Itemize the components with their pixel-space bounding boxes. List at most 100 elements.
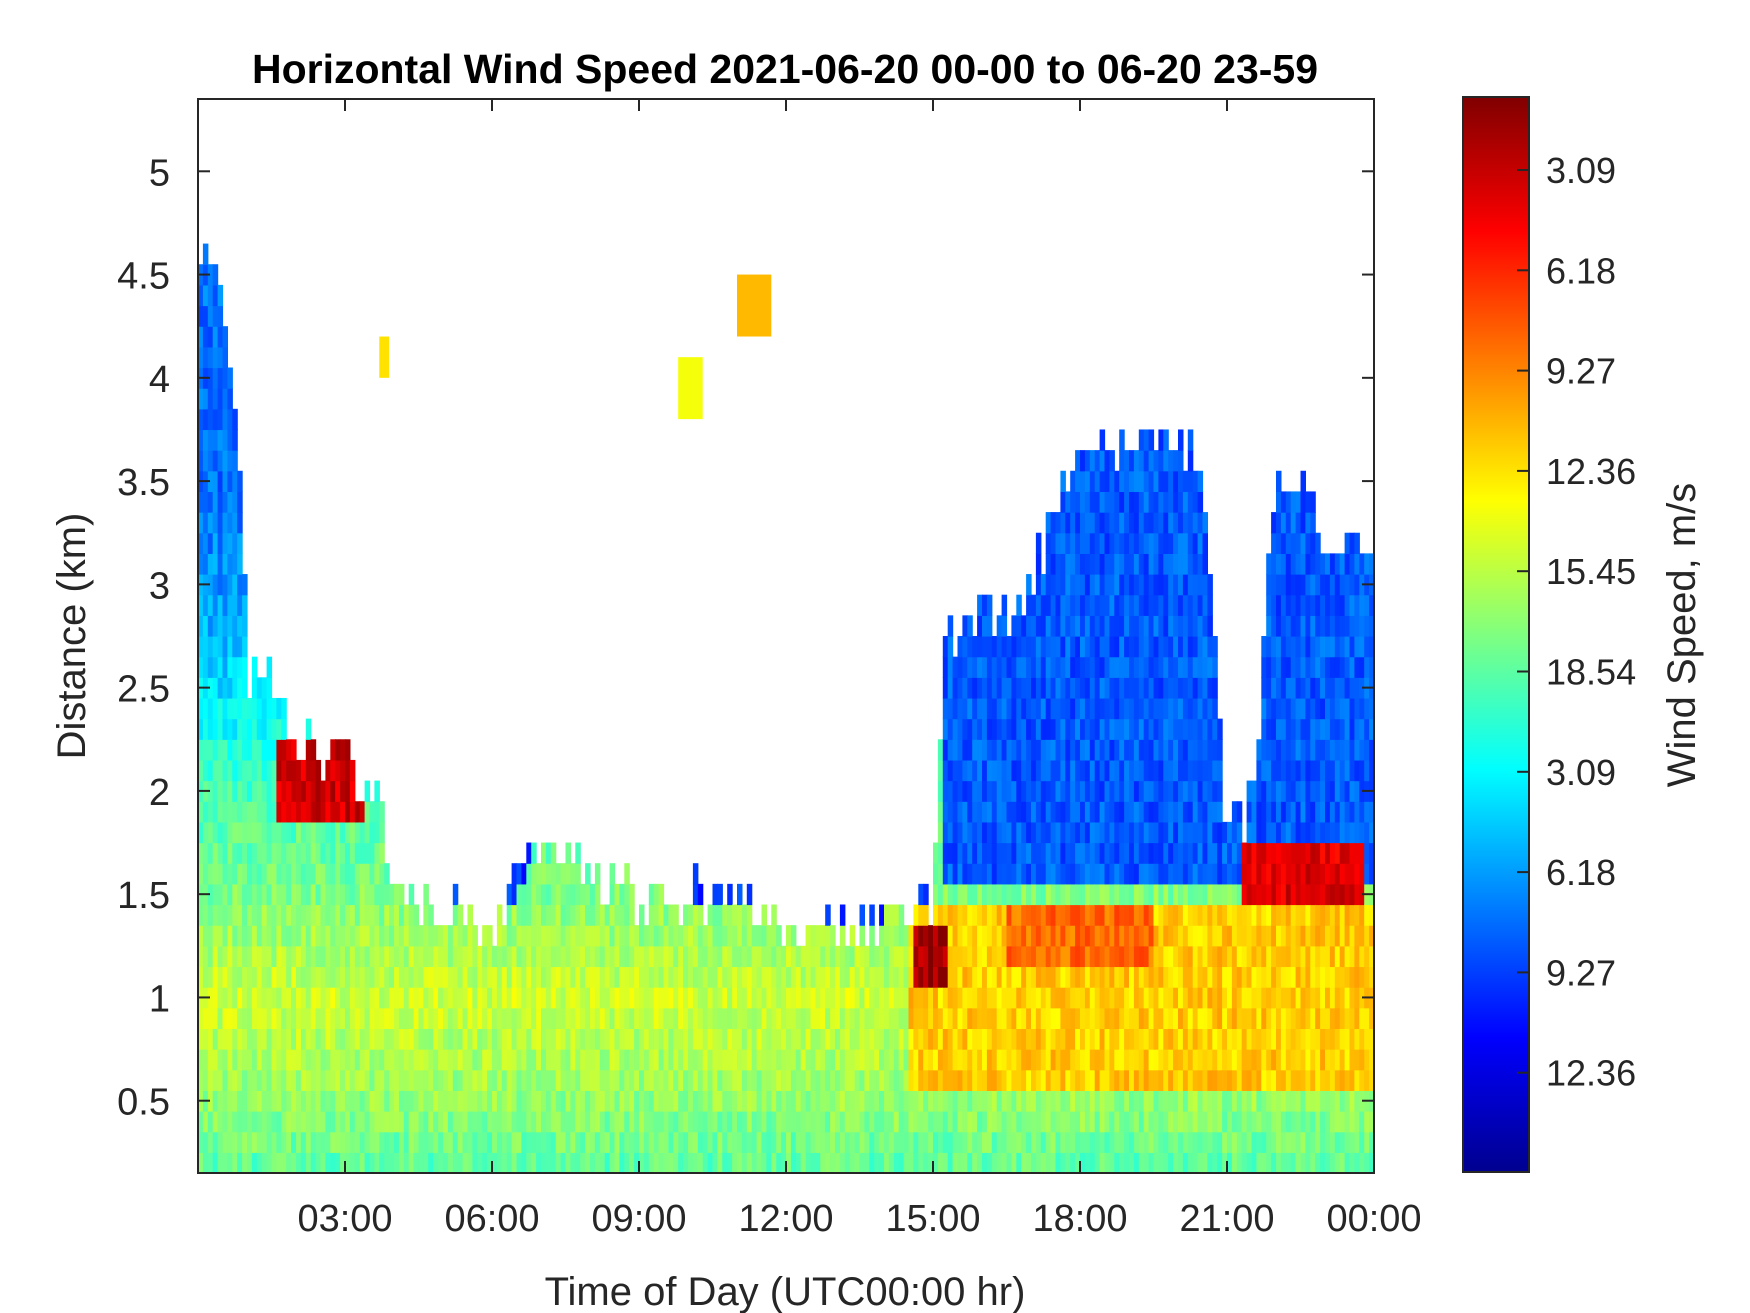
heatmap-cell	[1070, 1049, 1076, 1071]
heatmap-cell	[496, 1152, 503, 1174]
heatmap-cell	[354, 1049, 361, 1071]
heatmap-cell	[1217, 1111, 1223, 1133]
heatmap-cell	[315, 883, 322, 906]
heatmap-cell	[692, 883, 699, 906]
heatmap-cell	[452, 1090, 459, 1112]
heatmap-cell	[1070, 739, 1076, 761]
heatmap-cell	[1031, 636, 1037, 658]
heatmap-cell	[1295, 1090, 1302, 1112]
heatmap-cell	[1231, 1152, 1238, 1174]
heatmap-cell	[1231, 1007, 1238, 1030]
heatmap-cell	[1280, 883, 1287, 906]
heatmap-cell	[727, 1049, 733, 1071]
heatmap-cell	[1231, 904, 1238, 926]
heatmap-cell	[1045, 512, 1052, 534]
heatmap-cell	[766, 1069, 772, 1091]
heatmap-cell	[447, 1028, 454, 1050]
heatmap-cell	[790, 1049, 797, 1071]
heatmap-cell	[472, 1152, 478, 1174]
heatmap-cell	[825, 1049, 831, 1071]
heatmap-cell	[928, 1111, 934, 1133]
heatmap-cell	[340, 945, 346, 968]
heatmap-cell	[1158, 863, 1164, 885]
heatmap-cell	[349, 1090, 356, 1112]
heatmap-cell	[1197, 512, 1204, 534]
heatmap-cell	[1070, 883, 1076, 906]
heatmap-cell	[781, 1069, 787, 1091]
heatmap-cell	[903, 1028, 910, 1050]
heatmap-cell	[492, 1152, 498, 1174]
heatmap-cell	[658, 925, 665, 947]
heatmap-cell	[1192, 945, 1199, 968]
heatmap-cell	[1148, 450, 1155, 472]
heatmap-cell	[1315, 532, 1321, 554]
heatmap-cell	[1035, 677, 1042, 699]
heatmap-cell	[1315, 1131, 1321, 1153]
heatmap-cell	[1295, 512, 1302, 534]
heatmap-cell	[315, 863, 322, 885]
heatmap-cell	[1089, 1111, 1096, 1133]
heatmap-cell	[839, 1049, 846, 1071]
heatmap-cell	[942, 1111, 949, 1133]
heatmap-cell	[982, 842, 988, 864]
heatmap-cell	[227, 470, 233, 493]
heatmap-cell	[300, 945, 307, 968]
heatmap-cell	[330, 801, 336, 823]
heatmap-cell	[335, 966, 341, 988]
heatmap-cell	[335, 842, 341, 864]
heatmap-cell	[237, 677, 243, 699]
heatmap-cell	[1344, 987, 1351, 1009]
heatmap-cell	[800, 1069, 807, 1091]
heatmap-cell	[1334, 718, 1341, 740]
heatmap-cell	[1178, 697, 1184, 720]
heatmap-cell	[1192, 553, 1199, 575]
heatmap-cell	[310, 987, 317, 1009]
heatmap-cell	[536, 1069, 542, 1091]
heatmap-cell	[585, 987, 591, 1009]
heatmap-cell	[1050, 1152, 1057, 1174]
heatmap-cell	[1040, 1007, 1047, 1030]
heatmap-cell	[737, 966, 743, 988]
heatmap-cell	[227, 1152, 233, 1174]
heatmap-cell	[849, 925, 856, 947]
heatmap-cell	[776, 987, 782, 1009]
heatmap-cell	[1011, 842, 1017, 864]
heatmap-cell	[952, 1090, 959, 1112]
heatmap-cell	[722, 1131, 728, 1153]
heatmap-cell	[1143, 636, 1150, 658]
heatmap-cell	[237, 904, 243, 926]
heatmap-cell	[408, 1028, 415, 1050]
heatmap-cell	[977, 904, 983, 926]
heatmap-cell	[227, 574, 233, 596]
heatmap-cell	[1192, 863, 1199, 885]
heatmap-cell	[438, 925, 444, 947]
heatmap-cell	[575, 1007, 581, 1030]
heatmap-cell	[732, 1090, 738, 1112]
heatmap-cell	[1344, 842, 1351, 864]
heatmap-cell	[805, 1152, 812, 1174]
heatmap-cell	[198, 966, 204, 988]
heatmap-cell	[991, 1007, 998, 1030]
heatmap-cell	[310, 1152, 317, 1174]
heatmap-cell	[1276, 987, 1282, 1009]
heatmap-cell	[1246, 1028, 1253, 1050]
heatmap-cell	[1094, 863, 1101, 885]
heatmap-cell	[1138, 966, 1145, 988]
heatmap-cell	[1320, 863, 1326, 885]
heatmap-cell	[741, 945, 748, 968]
heatmap-cell	[227, 677, 233, 699]
heatmap-cell	[443, 1069, 449, 1091]
heatmap-cell	[1016, 718, 1022, 740]
heatmap-cell	[560, 1049, 567, 1071]
heatmap-cell	[1168, 532, 1174, 554]
heatmap-cell	[1094, 1028, 1101, 1050]
heatmap-cell	[893, 945, 900, 968]
heatmap-cell	[825, 1007, 831, 1030]
heatmap-cell	[604, 966, 611, 988]
heatmap-cell	[1168, 1069, 1174, 1091]
heatmap-cell	[751, 1069, 758, 1091]
heatmap-cell	[1094, 904, 1101, 926]
heatmap-cell	[903, 1090, 910, 1112]
heatmap-cell	[394, 1049, 400, 1071]
heatmap-cell	[1070, 697, 1076, 720]
